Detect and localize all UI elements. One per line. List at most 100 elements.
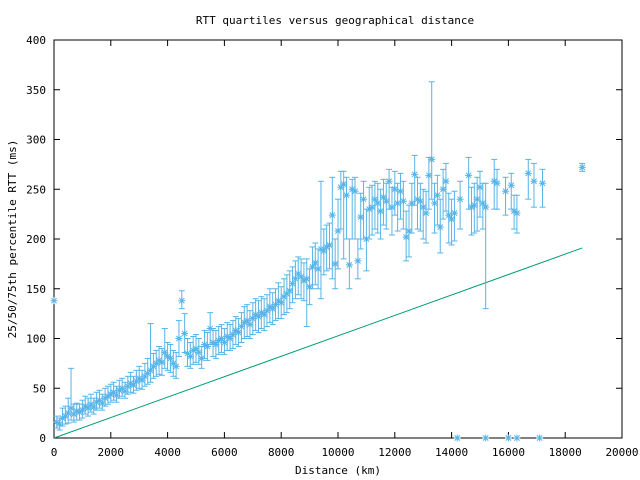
x-tick-label: 0 [51,446,58,459]
median-point [59,414,67,422]
y-axis-label: 25/50/75th percentile RTT (ms) [6,140,19,339]
median-point [394,199,402,207]
x-tick-label: 10000 [321,446,354,459]
median-point [289,280,297,288]
median-point [348,185,356,193]
median-point [431,199,439,207]
median-point [328,211,336,219]
median-point [419,203,427,211]
median-point [291,275,299,283]
y-tick-labels: 0 50 100 150 200 250 300 350 400 [26,34,46,445]
median-point [524,169,532,177]
median-point [189,346,197,354]
median-point [354,257,362,265]
median-point [343,191,351,199]
median-point [272,301,280,309]
median-point [172,362,180,370]
x-tick-labels: 0 2000 4000 6000 8000 10000 12000 14000 16000 180… [51,446,639,459]
axis-ticks [53,39,623,439]
median-point [138,376,146,384]
median-point [294,270,302,278]
median-point [388,203,396,211]
median-point [513,209,521,217]
median-point [147,366,155,374]
median-point [482,203,490,211]
median-point [50,297,58,305]
median-point [127,379,135,387]
median-point [260,311,268,319]
median-point [371,195,379,203]
median-point [428,155,436,163]
median-point [56,420,64,428]
median-point [286,287,294,295]
median-point [186,352,194,360]
median-point [391,185,399,193]
median-point [95,396,103,404]
median-point [152,359,160,367]
median-point [183,349,191,357]
median-point [121,387,129,395]
median-point [201,340,209,348]
median-point [220,338,228,346]
median-point [351,187,359,195]
median-point [263,307,271,315]
median-point [118,384,126,392]
median-point [237,323,245,331]
median-point [226,335,234,342]
median-point [130,381,138,389]
median-point [300,277,308,285]
median-point [476,183,484,191]
median-point [337,183,345,191]
median-point [206,325,214,333]
median-point [61,412,69,420]
median-point [422,209,430,217]
median-point [331,260,339,268]
y-tick-label: 300 [26,134,46,147]
median-point [280,293,288,301]
median-point [283,290,291,298]
median-point [158,358,166,366]
median-point [252,311,260,319]
median-point [149,362,157,370]
median-point [73,407,81,415]
median-point [297,273,305,281]
y-tick-label: 100 [26,333,46,346]
zero-point [453,434,461,442]
median-point [308,263,316,271]
median-point [229,331,237,339]
median-point [212,340,220,348]
median-point [155,356,163,364]
median-point [70,410,78,418]
median-markers [50,155,586,428]
median-point [107,390,115,398]
y-tick-label: 0 [39,432,46,445]
median-point [414,195,422,203]
median-point [340,180,348,188]
zero-point [513,434,521,442]
median-point [467,203,475,211]
median-point [93,398,101,406]
median-point [76,408,84,416]
median-point [493,179,501,187]
median-point [274,297,282,305]
median-point [490,177,498,185]
median-point [510,207,518,215]
median-point [81,402,89,410]
median-point [144,369,152,377]
median-point [360,195,368,203]
median-point [470,201,478,209]
median-point [502,187,510,195]
median-point [124,382,132,390]
zero-point [504,434,512,442]
median-point [257,309,265,317]
median-point [223,333,231,341]
median-point [243,317,251,325]
median-point [166,354,174,362]
median-point [115,386,123,394]
median-point [396,187,404,195]
median-point [345,261,353,269]
median-point [456,195,464,203]
median-point [368,203,376,211]
median-point [110,388,118,396]
y-tick-label: 250 [26,183,46,196]
